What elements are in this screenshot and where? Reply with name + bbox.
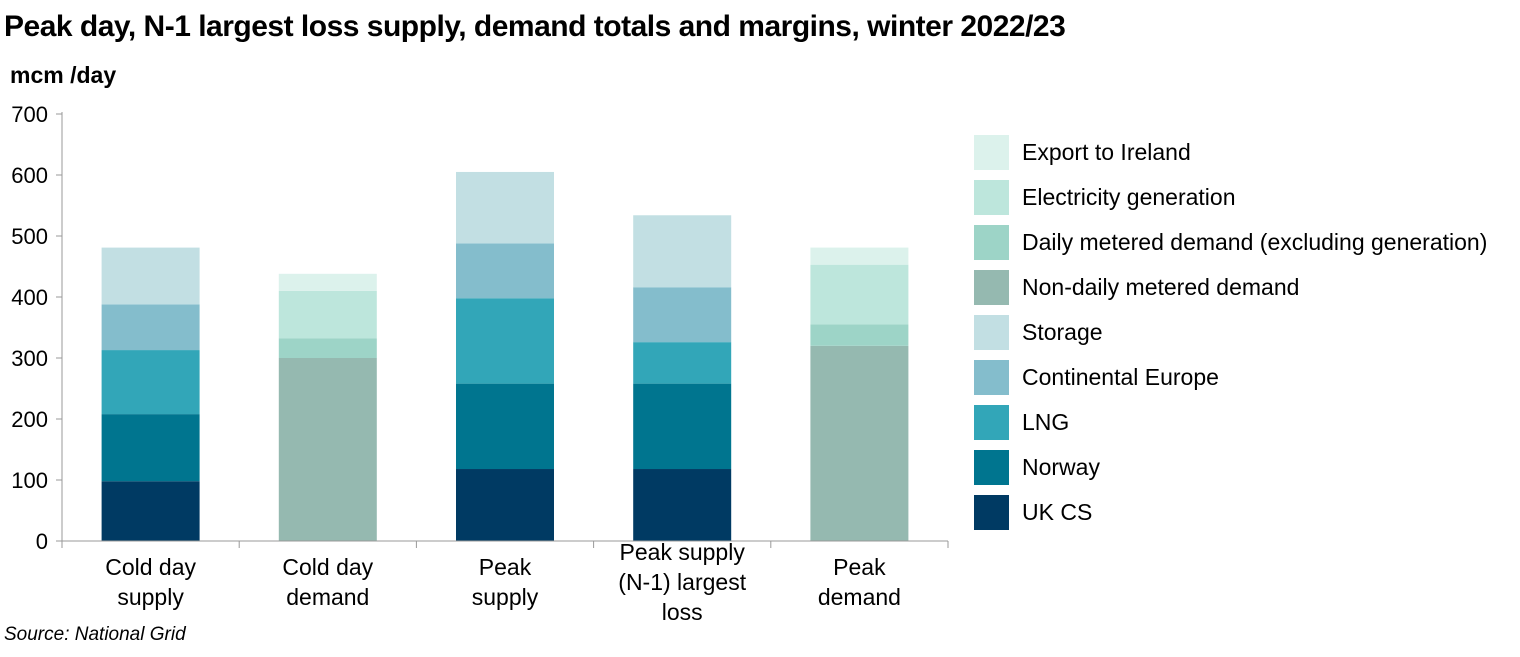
bar-1-series-7 xyxy=(278,290,377,339)
bars-layer xyxy=(101,171,909,541)
legend-item-7: Norway xyxy=(974,445,1514,490)
legend-label-4: Storage xyxy=(1022,319,1103,345)
bar-2-series-4 xyxy=(456,171,554,244)
bar-2-series-3 xyxy=(456,243,554,299)
y-tick-label-6: 600 xyxy=(11,163,48,188)
legend-swatch-7 xyxy=(974,450,1009,485)
legend-label-1: Electricity generation xyxy=(1022,184,1236,210)
bar-4-series-7 xyxy=(810,264,909,325)
bar-4-series-5 xyxy=(810,345,909,541)
legend-item-8: UK CS xyxy=(974,490,1514,535)
bar-1-series-8 xyxy=(278,273,377,291)
bar-3-series-3 xyxy=(633,287,732,343)
legend-swatch-1 xyxy=(974,180,1009,215)
legend: Export to Ireland Electricity generation D… xyxy=(974,130,1514,535)
legend-item-0: Export to Ireland xyxy=(974,130,1514,175)
legend-label-5: Continental Europe xyxy=(1022,364,1219,390)
legend-swatch-5 xyxy=(974,360,1009,395)
source-note: Source: National Grid xyxy=(4,624,186,645)
bar-0-series-1 xyxy=(101,414,200,482)
legend-label-7: Norway xyxy=(1022,454,1100,480)
bar-4-series-6 xyxy=(810,324,909,346)
bar-2-series-2 xyxy=(456,298,554,384)
bar-0-series-3 xyxy=(101,304,200,351)
bar-1-series-5 xyxy=(278,358,377,541)
bar-2-series-1 xyxy=(456,383,554,470)
bar-0-series-2 xyxy=(101,350,200,415)
x-tick-label-2: Peak supply xyxy=(472,554,539,610)
x-tick-label-0: Cold day supply xyxy=(105,554,196,610)
legend-swatch-4 xyxy=(974,315,1009,350)
x-tick-label-4: Peak demand xyxy=(818,554,901,610)
legend-swatch-2 xyxy=(974,225,1009,260)
legend-label-8: UK CS xyxy=(1022,499,1093,525)
y-tick-label-5: 500 xyxy=(11,224,48,249)
legend-swatch-8 xyxy=(974,495,1009,530)
tick-labels-layer: 0 100 200 300 400 500 600 700 Cold day supply Cold… xyxy=(11,102,901,625)
bar-1-series-6 xyxy=(278,338,377,358)
y-tick-label-3: 300 xyxy=(11,346,48,371)
y-tick-label-4: 400 xyxy=(11,285,48,310)
y-axis-label: mcm /day xyxy=(10,62,117,88)
legend-item-5: Continental Europe xyxy=(974,355,1514,400)
y-tick-label-2: 200 xyxy=(11,407,48,432)
axes-layer xyxy=(56,112,949,548)
bar-2-series-0 xyxy=(456,469,554,541)
legend-label-2: Daily metered demand (excluding generati… xyxy=(1022,229,1488,255)
legend-swatch-6 xyxy=(974,405,1009,440)
y-tick-label-7: 700 xyxy=(11,102,48,127)
chart-title: Peak day, N-1 largest loss supply, deman… xyxy=(4,10,1066,43)
legend-item-1: Electricity generation xyxy=(974,175,1514,220)
legend-item-4: Storage xyxy=(974,310,1514,355)
legend-item-6: LNG xyxy=(974,400,1514,445)
bar-3-series-2 xyxy=(633,342,732,384)
legend-label-3: Non-daily metered demand xyxy=(1022,274,1300,300)
legend-item-2: Daily metered demand (excluding generati… xyxy=(974,220,1514,265)
bar-3-series-1 xyxy=(633,383,732,470)
x-tick-label-1: Cold day demand xyxy=(282,554,373,610)
legend-label-6: LNG xyxy=(1022,409,1070,435)
bar-3-series-4 xyxy=(633,215,732,288)
bar-0-series-0 xyxy=(101,481,200,541)
legend-label-0: Export to Ireland xyxy=(1022,139,1191,165)
y-tick-label-1: 100 xyxy=(11,468,48,493)
bar-0-series-4 xyxy=(101,247,200,305)
legend-swatch-0 xyxy=(974,135,1009,170)
bar-4-series-8 xyxy=(810,247,909,265)
legend-item-3: Non-daily metered demand xyxy=(974,265,1514,310)
legend-swatch-3 xyxy=(974,270,1009,305)
x-tick-label-3: Peak supply (N-1) largest loss xyxy=(618,539,746,625)
y-tick-label-0: 0 xyxy=(36,529,48,554)
bar-3-series-0 xyxy=(633,469,732,541)
